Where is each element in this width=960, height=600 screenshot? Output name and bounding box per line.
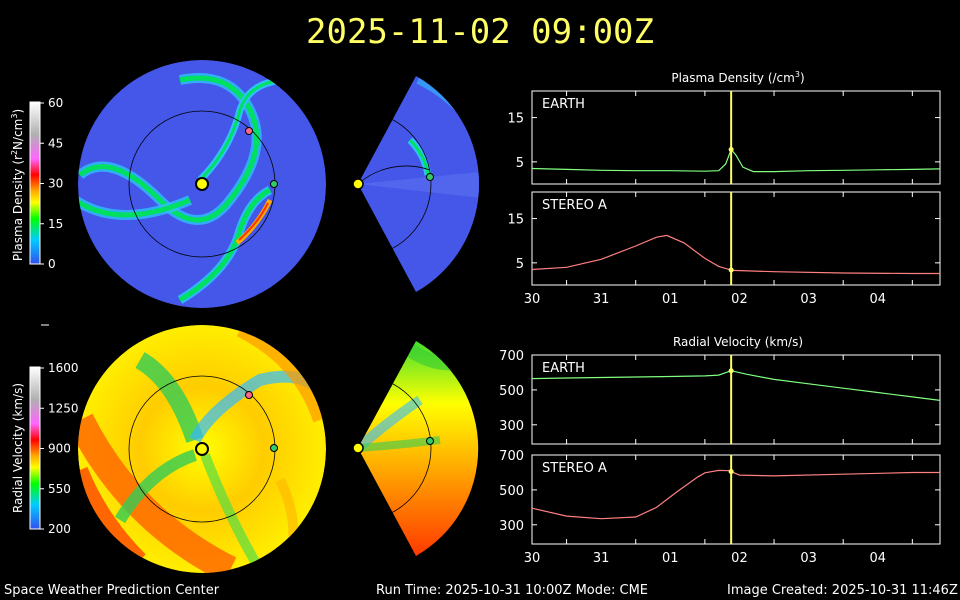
velocity-earth-label: EARTH (542, 361, 585, 376)
velocity-earth-time-dot (728, 368, 734, 374)
sun-marker (195, 177, 209, 191)
velocity-earth-frame (531, 354, 941, 445)
density-stereo-xtick-label: 02 (731, 292, 748, 307)
density-colorbar-tick-label: 30 (48, 177, 63, 191)
density-stereo-time-dot (728, 267, 734, 273)
velocity-stereo-time-dot (728, 469, 734, 475)
earth-marker-velocity (270, 444, 278, 452)
velocity-chart-title: Radial Velocity (km/s) (673, 335, 803, 349)
density-stereo-xtick-label: 03 (800, 292, 817, 307)
density-colorbar-gradient (29, 101, 41, 265)
velocity-colorbar-tick-label: 200 (48, 522, 71, 536)
density-earth-time-dot (728, 146, 734, 152)
velocity-stereo-xtick-label: 01 (662, 551, 679, 566)
velocity-colorbar-tick-label: 1600 (48, 361, 79, 375)
stereo-a-marker-velocity (245, 391, 253, 399)
density-earth-label: EARTH (542, 97, 585, 112)
density-stereo-xtick-label: 01 (662, 292, 679, 307)
density-stereo-xtick-label: 31 (593, 292, 610, 307)
velocity-stereo-ytick-label: 500 (499, 484, 524, 499)
footer-center: Run Time: 2025-10-31 10:00Z Mode: CME (376, 583, 649, 598)
velocity-colorbar-gradient (29, 366, 41, 530)
velocity-stereo-frame (531, 454, 941, 545)
velocity-earth-ytick-label: 300 (499, 419, 524, 434)
density-stereo-xtick-label: 04 (869, 292, 886, 307)
velocity-stereo-panel: 300 500 700 30 31 01 02 03 04 STEREO A (499, 449, 941, 566)
velocity-colorbar-tick-label: 1250 (48, 401, 79, 415)
velocity-stereo-xtick-label: 03 (800, 551, 817, 566)
velocity-stereo-series-line (531, 469, 940, 520)
sun-marker-meridional (352, 178, 364, 190)
density-stereo-ytick-label: 5 (516, 257, 524, 272)
velocity-colorbar-label: Radial Velocity (km/s) (11, 383, 25, 513)
velocity-stereo-xtick-label: 02 (731, 551, 748, 566)
density-earth-ytick-label: 15 (507, 112, 524, 127)
velocity-stereo-xtick-label: 04 (869, 551, 886, 566)
density-stereo-xtick-label: 30 (524, 292, 541, 307)
velocity-stereo-xtick-label: 31 (593, 551, 610, 566)
velocity-stereo-ytick-label: 300 (499, 519, 524, 534)
footer-left: Space Weather Prediction Center (4, 583, 220, 598)
velocity-stereo-ytick-label: 700 (499, 449, 524, 464)
velocity-colorbar-tick-label: 550 (48, 482, 71, 496)
earth-marker-meridional (426, 173, 434, 181)
density-stereo-frame (531, 191, 941, 286)
sun-marker-velocity-meridional (352, 442, 364, 454)
footer-right: Image Created: 2025-10-31 11:46Z (727, 583, 958, 598)
velocity-stereo-xtick-label: 30 (524, 551, 541, 566)
density-stereo-series-line (531, 234, 940, 275)
density-earth-series-line (531, 148, 941, 173)
density-earth-ytick-label: 5 (516, 156, 524, 171)
density-chart-title: Plasma Density (/cm3) (671, 70, 804, 85)
density-colorbar-tick-label: 0 (48, 257, 56, 271)
timestamp-title: 2025-11-02 09:00Z (306, 12, 654, 52)
velocity-colorbar-tick-label: 900 (48, 442, 71, 456)
velocity-earth-ytick-label: 500 (499, 384, 524, 399)
velocity-earth-panel: 300 500 700 EARTH (499, 349, 941, 445)
sun-marker-velocity (195, 442, 209, 456)
earth-marker (270, 180, 278, 188)
stereo-a-marker (245, 127, 253, 135)
density-colorbar-tick-label: 60 (48, 96, 63, 110)
density-stereo-panel: 5 15 30 31 01 02 03 04 STEREO A (507, 191, 941, 307)
density-stereo-label: STEREO A (542, 198, 607, 213)
density-colorbar: 60 45 30 15 0 Plasma Density (r2N/cm3) (10, 96, 63, 271)
earth-marker-velocity-meridional (426, 437, 434, 445)
velocity-earth-ytick-label: 700 (499, 349, 524, 364)
velocity-colorbar: 1600 1250 900 550 200 Radial Velocity (km/s) (11, 361, 79, 536)
density-colorbar-tick-label: 45 (48, 136, 63, 150)
density-stereo-ytick-label: 15 (507, 213, 524, 228)
density-earth-panel: 5 15 EARTH (507, 90, 941, 185)
density-earth-frame (531, 90, 941, 185)
density-colorbar-label: Plasma Density (r2N/cm3) (10, 109, 25, 261)
velocity-stereo-label: STEREO A (542, 461, 607, 476)
density-colorbar-tick-label: 15 (48, 217, 63, 231)
